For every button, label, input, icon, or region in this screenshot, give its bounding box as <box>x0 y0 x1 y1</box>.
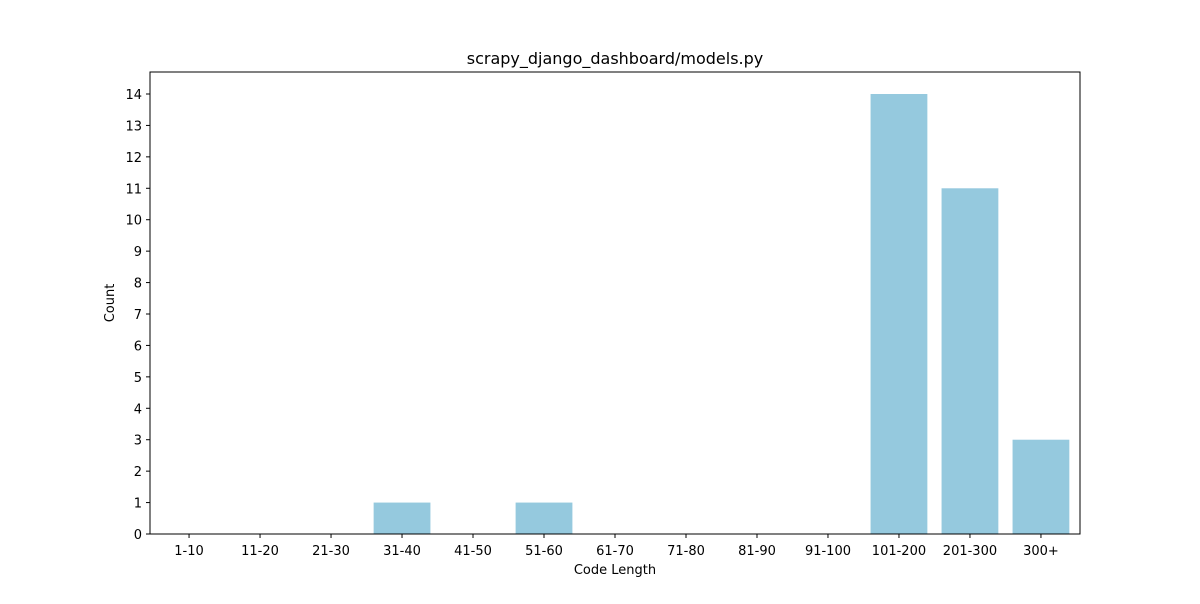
x-tick-label: 61-70 <box>596 544 634 559</box>
x-tick-label: 51-60 <box>525 544 563 559</box>
y-tick-label: 6 <box>134 339 142 354</box>
y-tick-label: 11 <box>125 182 142 197</box>
bars-group <box>373 94 1070 535</box>
bar-101-200 <box>870 94 928 534</box>
x-tick-label: 41-50 <box>454 544 492 559</box>
x-tick-label: 81-90 <box>738 544 776 559</box>
chart-title: scrapy_django_dashboard/models.py <box>467 49 764 69</box>
y-tick-label: 13 <box>125 119 142 134</box>
x-tick-label: 1-10 <box>174 544 204 559</box>
plot-frame <box>149 71 1081 535</box>
y-tick-label: 12 <box>125 151 142 166</box>
bar-201-300 <box>941 188 999 535</box>
x-tick-label: 31-40 <box>383 544 421 559</box>
y-tick-label: 10 <box>125 214 142 229</box>
y-tick-label: 1 <box>134 497 142 512</box>
bar-300+ <box>1012 439 1070 534</box>
bar-51-60 <box>515 502 573 534</box>
y-tick-label: 2 <box>134 465 142 480</box>
bar-31-40 <box>373 502 431 534</box>
y-tick-label: 3 <box>134 434 142 449</box>
y-tick-label: 8 <box>134 277 142 292</box>
y-axis-label: Count <box>103 284 118 323</box>
x-tick-label: 300+ <box>1023 544 1059 559</box>
y-tick-label: 5 <box>134 371 142 386</box>
x-tick-label: 101-200 <box>872 544 926 559</box>
x-tick-label: 201-300 <box>943 544 997 559</box>
x-tick-label: 11-20 <box>241 544 279 559</box>
x-tick-label: 91-100 <box>805 544 851 559</box>
y-tick-label: 7 <box>134 308 142 323</box>
x-axis-ticks: 1-10 11-20 21-30 31-40 41-50 51-60 61-70 71-80 8… <box>174 534 1059 559</box>
x-tick-label: 21-30 <box>312 544 350 559</box>
y-tick-label: 9 <box>134 245 142 260</box>
x-tick-label: 71-80 <box>667 544 705 559</box>
x-axis-label: Code Length <box>574 563 656 578</box>
y-tick-label: 0 <box>134 528 142 543</box>
y-tick-label: 4 <box>134 402 142 417</box>
y-tick-label: 14 <box>125 88 142 103</box>
